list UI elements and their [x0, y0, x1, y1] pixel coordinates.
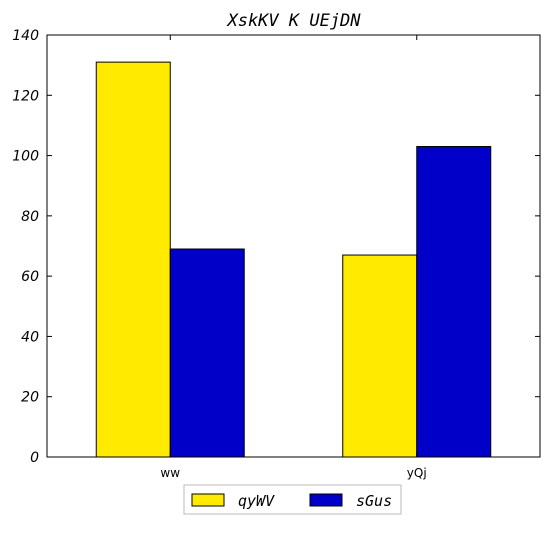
y-tick-label: 40 — [21, 329, 39, 345]
plot-area: 0 20 40 60 80 100 120 140 ww yQj — [12, 28, 541, 480]
x-tick-label: yQj — [407, 466, 427, 480]
plot-frame — [46, 34, 541, 458]
bar-qyWV-ww — [95, 61, 171, 458]
legend-swatch — [191, 493, 225, 507]
bar-qyWV-yQj — [342, 254, 418, 458]
y-tick-label: 0 — [30, 450, 39, 466]
bar-sGus-yQj — [416, 146, 492, 458]
y-tick-label: 80 — [21, 209, 39, 225]
legend-swatch — [309, 493, 343, 507]
y-tick-label: 100 — [12, 149, 39, 165]
y-tick-label: 60 — [21, 269, 39, 285]
x-tick-label: ww — [160, 466, 180, 480]
y-tick-label: 20 — [21, 390, 39, 406]
legend-label: sGus — [356, 492, 392, 510]
y-tick-label: 120 — [12, 88, 39, 104]
y-tick-label: 140 — [12, 28, 39, 44]
legend-label: qyWV — [238, 492, 275, 510]
chart-title: XskKV K UEjDN — [225, 11, 361, 31]
bar-sGus-ww — [169, 248, 245, 458]
legend: qyWV sGus — [183, 484, 402, 515]
